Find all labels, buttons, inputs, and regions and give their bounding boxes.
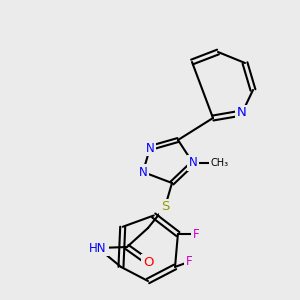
Text: N: N <box>139 166 147 178</box>
Text: N: N <box>237 106 247 119</box>
Text: F: F <box>193 228 199 241</box>
Text: HN: HN <box>89 242 107 254</box>
Text: O: O <box>143 256 153 268</box>
Text: S: S <box>161 200 169 214</box>
Text: F: F <box>186 255 192 268</box>
Text: N: N <box>189 157 197 169</box>
Text: N: N <box>146 142 154 154</box>
Text: CH₃: CH₃ <box>211 158 229 168</box>
